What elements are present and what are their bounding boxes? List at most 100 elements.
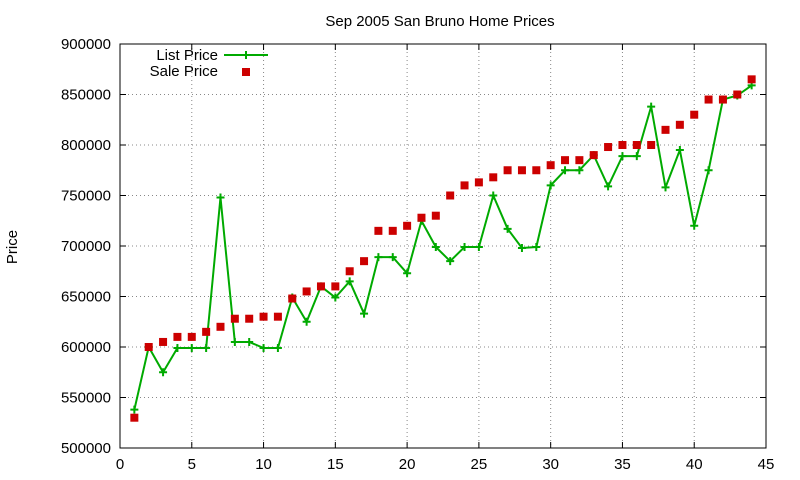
list-price-point bbox=[159, 368, 168, 377]
sale-price-point bbox=[187, 332, 196, 341]
sale-price-point bbox=[647, 141, 656, 149]
list-price-point bbox=[245, 337, 254, 346]
sale-price-point bbox=[259, 312, 268, 321]
sale-price-point bbox=[718, 95, 727, 104]
list-price-point bbox=[561, 166, 570, 175]
x-tick-label: 5 bbox=[188, 456, 196, 473]
sale-price-point bbox=[417, 213, 426, 222]
sale-price-point bbox=[675, 120, 684, 129]
sale-price-point bbox=[316, 282, 325, 291]
y-tick-label: 800000 bbox=[61, 137, 111, 154]
x-tick-label: 35 bbox=[614, 456, 631, 473]
x-tick-label: 40 bbox=[686, 456, 703, 473]
sale-price-point bbox=[302, 287, 311, 296]
chart-title: Sep 2005 San Bruno Home Prices bbox=[325, 13, 554, 30]
sale-price-point bbox=[661, 125, 670, 134]
list-price-point bbox=[661, 183, 670, 192]
sale-price-point bbox=[632, 141, 641, 149]
sale-price-point bbox=[489, 173, 498, 182]
sale-price-point bbox=[589, 151, 598, 160]
sale-price-point bbox=[431, 211, 440, 220]
x-tick-label: 15 bbox=[327, 456, 344, 473]
sale-price-point bbox=[360, 257, 369, 266]
list-price-point bbox=[345, 277, 354, 286]
sale-price-point bbox=[561, 156, 570, 165]
list-price-point bbox=[403, 269, 412, 278]
sale-price-point bbox=[604, 143, 613, 152]
sale-price-point bbox=[202, 327, 211, 336]
axis-ticks: 500000 550000 600000 650000 700000 750000 8000… bbox=[61, 36, 774, 473]
sale-price-point bbox=[575, 156, 584, 165]
list-price-point bbox=[331, 293, 340, 302]
y-tick-label: 700000 bbox=[61, 238, 111, 255]
y-tick-label: 850000 bbox=[61, 87, 111, 104]
list-price-point bbox=[474, 243, 483, 252]
sale-price-point bbox=[618, 141, 627, 149]
x-tick-label: 30 bbox=[542, 456, 559, 473]
sale-price-point bbox=[403, 221, 412, 230]
list-price-line bbox=[133, 84, 753, 410]
sale-price-point bbox=[230, 314, 239, 323]
sale-price-point bbox=[546, 161, 555, 170]
sale-price-point bbox=[144, 343, 153, 351]
legend-marker-sale-price bbox=[242, 68, 250, 76]
list-price-point bbox=[460, 243, 469, 252]
list-price-point bbox=[532, 243, 541, 252]
data-series bbox=[130, 75, 756, 422]
sale-price-point bbox=[733, 90, 742, 99]
sale-price-point bbox=[690, 110, 699, 119]
x-tick-label: 0 bbox=[116, 456, 124, 473]
list-price-point bbox=[618, 152, 627, 161]
sale-price-point bbox=[446, 191, 455, 200]
list-price-point bbox=[503, 224, 512, 233]
legend-label-sale-price: Sale Price bbox=[150, 63, 218, 80]
sale-price-point bbox=[216, 322, 225, 331]
list-price-point bbox=[259, 344, 268, 353]
grid-lines bbox=[120, 44, 766, 448]
list-price-point bbox=[173, 344, 182, 353]
x-tick-label: 25 bbox=[471, 456, 488, 473]
y-tick-label: 600000 bbox=[61, 339, 111, 356]
list-price-point bbox=[632, 152, 641, 161]
list-price-point bbox=[704, 166, 713, 175]
list-price-point bbox=[130, 405, 139, 414]
list-price-point bbox=[604, 182, 613, 191]
list-price-point bbox=[230, 337, 239, 346]
sale-price-point bbox=[374, 226, 383, 235]
sale-price-point bbox=[288, 294, 297, 303]
y-tick-label: 750000 bbox=[61, 188, 111, 205]
y-tick-label: 500000 bbox=[61, 440, 111, 457]
sale-price-point bbox=[345, 267, 354, 276]
x-tick-label: 10 bbox=[255, 456, 272, 473]
list-price-point bbox=[517, 244, 526, 253]
y-axis-label: Price bbox=[4, 230, 21, 264]
list-price-point bbox=[360, 309, 369, 318]
x-tick-label: 45 bbox=[758, 456, 775, 473]
list-price-point bbox=[273, 344, 282, 353]
list-price-point bbox=[302, 317, 311, 326]
sale-price-point bbox=[331, 282, 340, 291]
sale-price-point bbox=[532, 166, 541, 175]
list-price-point bbox=[216, 193, 225, 202]
list-price-point bbox=[489, 191, 498, 200]
list-price-point bbox=[647, 102, 656, 111]
y-tick-label: 900000 bbox=[61, 36, 111, 53]
x-tick-label: 20 bbox=[399, 456, 416, 473]
sale-price-point bbox=[159, 337, 168, 346]
sale-price-point bbox=[388, 226, 397, 235]
sale-price-point bbox=[460, 181, 469, 190]
sale-price-point bbox=[173, 332, 182, 341]
sale-price-point bbox=[517, 166, 526, 175]
list-price-point bbox=[546, 181, 555, 190]
legend-label-list-price: List Price bbox=[156, 47, 218, 64]
list-price-point bbox=[202, 344, 211, 353]
legend-marker-list-price bbox=[242, 51, 250, 59]
list-price-point bbox=[446, 257, 455, 266]
list-price-point bbox=[690, 221, 699, 230]
sale-price-point bbox=[474, 178, 483, 187]
list-price-point bbox=[388, 253, 397, 262]
sale-price-point bbox=[273, 312, 282, 321]
